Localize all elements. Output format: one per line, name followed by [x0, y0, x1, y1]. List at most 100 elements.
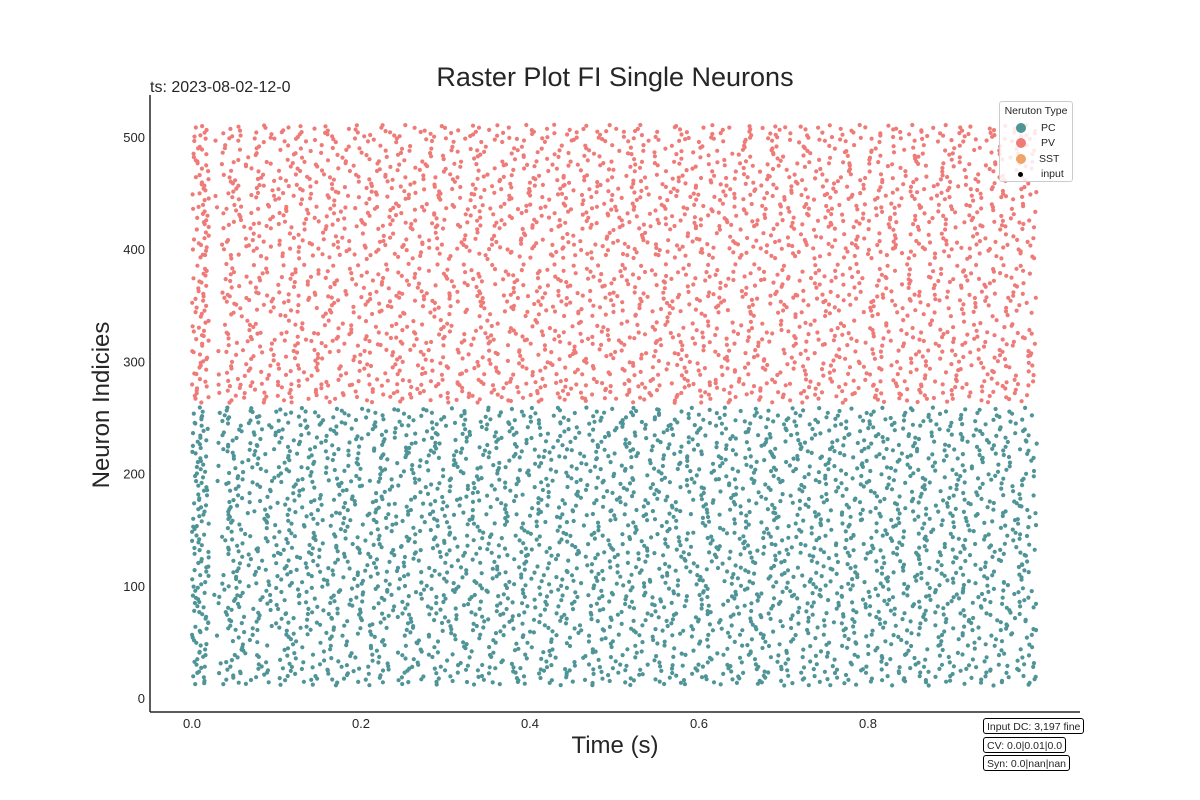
- spike-point-pc: [710, 461, 716, 466]
- spike-point-pv: [316, 331, 321, 336]
- spike-point-pc: [930, 464, 935, 469]
- spike-point-pv: [626, 282, 631, 287]
- spike-point-pc: [406, 594, 411, 599]
- spike-point-pv: [340, 321, 345, 326]
- spike-point-pc: [962, 497, 967, 502]
- spike-point-pc: [406, 423, 411, 428]
- spike-point-pc: [218, 661, 223, 666]
- spike-point-pc: [582, 454, 587, 459]
- spike-point-pc: [376, 537, 381, 542]
- spike-point-pv: [524, 337, 530, 342]
- spike-point-pv: [650, 324, 655, 330]
- spike-point-pv: [492, 267, 498, 272]
- spike-point-pv: [1026, 360, 1031, 365]
- spike-point-pv: [972, 336, 977, 341]
- spike-point-pc: [946, 443, 952, 448]
- spike-point-pc: [881, 625, 886, 630]
- spike-point-pv: [199, 311, 204, 316]
- spike-point-pc: [958, 431, 963, 437]
- spike-point-pc: [221, 682, 226, 687]
- spike-point-pc: [379, 494, 384, 499]
- spike-point-pv: [590, 334, 595, 339]
- spike-point-pc: [524, 441, 529, 446]
- spike-point-pv: [549, 350, 554, 355]
- spike-point-pv: [489, 390, 494, 395]
- spike-point-pc: [609, 590, 615, 596]
- spike-point-pc: [1007, 464, 1012, 469]
- spike-point-pc: [392, 604, 397, 609]
- spike-point-pc: [443, 596, 448, 601]
- spike-point-pv: [536, 312, 542, 317]
- spike-point-pc: [464, 494, 469, 499]
- spike-point-pc: [541, 573, 547, 578]
- spike-point-pv: [493, 282, 498, 287]
- spike-point-pc: [775, 525, 780, 531]
- spike-point-pv: [191, 276, 196, 281]
- spike-point-pc: [743, 519, 749, 524]
- spike-point-pc: [376, 505, 381, 510]
- spike-point-pc: [564, 641, 570, 646]
- spike-point-pc: [742, 546, 747, 551]
- spike-point-pc: [679, 444, 684, 449]
- spike-point-pc: [860, 507, 865, 512]
- spike-point-pc: [303, 561, 308, 566]
- spike-point-pc: [549, 553, 554, 558]
- spike-point-pc: [526, 468, 531, 473]
- spike-point-pc: [505, 596, 510, 601]
- spike-point-pc: [255, 546, 260, 551]
- spike-point-pc: [511, 498, 517, 504]
- spike-point-pc: [801, 518, 806, 523]
- spike-point-pv: [803, 372, 809, 377]
- spike-point-pc: [747, 447, 752, 452]
- spike-point-pc: [248, 677, 254, 683]
- spike-point-pc: [975, 476, 981, 481]
- spike-point-pc: [943, 409, 949, 414]
- spike-point-pc: [798, 413, 803, 418]
- spike-point-pc: [665, 623, 670, 629]
- spike-point-pc: [486, 455, 491, 460]
- spike-point-pc: [517, 455, 522, 460]
- spike-point-pv: [744, 250, 749, 255]
- spike-point-pv: [532, 244, 537, 249]
- spike-point-pv: [593, 242, 598, 247]
- spike-point-pv: [495, 321, 500, 326]
- spike-point-pc: [716, 477, 722, 482]
- spike-point-pv: [228, 272, 233, 277]
- spike-point-pc: [786, 552, 791, 557]
- spike-point-pc: [758, 613, 763, 618]
- spike-point-pc: [831, 620, 837, 625]
- spike-point-pc: [265, 643, 270, 648]
- spike-point-pv: [265, 270, 270, 275]
- spike-point-pc: [923, 534, 928, 539]
- spike-point-pv: [199, 400, 204, 405]
- spike-point-pc: [892, 501, 898, 506]
- spike-point-pc: [190, 538, 195, 544]
- spike-point-pc: [947, 495, 952, 500]
- spike-point-pc: [705, 535, 710, 541]
- spike-point-pc: [670, 670, 675, 676]
- spike-point-pc: [345, 619, 350, 624]
- spike-point-pc: [299, 432, 304, 438]
- spike-point-pv: [272, 337, 277, 342]
- spike-point-pc: [808, 659, 813, 664]
- spike-point-pc: [940, 647, 945, 653]
- spike-point-pc: [484, 427, 489, 432]
- spike-point-pc: [918, 621, 923, 626]
- spike-point-pc: [945, 601, 950, 607]
- spike-point-pc: [582, 677, 588, 683]
- spike-point-pc: [662, 475, 668, 480]
- spike-point-pc: [625, 560, 631, 566]
- spike-point-pc: [523, 546, 529, 551]
- spike-point-pv: [597, 278, 602, 283]
- spike-point-pc: [415, 660, 420, 665]
- spike-point-pc: [555, 528, 560, 533]
- spike-point-pc: [289, 580, 294, 586]
- spike-point-pv: [893, 303, 898, 308]
- spike-point-pc: [954, 482, 959, 488]
- spike-point-pc: [1003, 435, 1008, 440]
- spike-point-pv: [441, 271, 446, 276]
- spike-point-pc: [852, 652, 857, 657]
- spike-point-pc: [367, 683, 372, 688]
- spike-point-pc: [730, 448, 736, 453]
- spike-point-pv: [755, 353, 760, 358]
